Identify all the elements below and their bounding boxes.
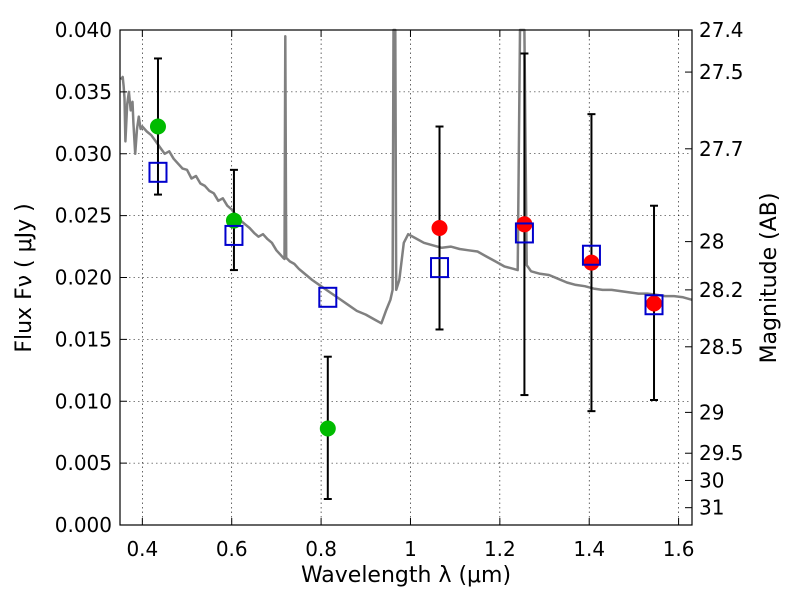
y-tick-label: 0.000 xyxy=(55,513,112,537)
data-point xyxy=(319,420,336,437)
y-tick-label: 0.040 xyxy=(55,18,112,42)
y2-tick-label: 28 xyxy=(699,230,724,254)
x-axis-title: Wavelength λ (μm) xyxy=(301,563,511,588)
y-tick-label: 0.005 xyxy=(55,451,112,475)
y-tick-label: 0.020 xyxy=(55,266,112,290)
y2-tick-label: 30 xyxy=(699,468,724,492)
y2-tick-label: 28.2 xyxy=(699,278,744,302)
x-tick-label: 0.6 xyxy=(216,537,248,561)
y-axis-title: Flux Fν ( μJy ) xyxy=(12,203,37,352)
data-point xyxy=(149,118,166,135)
model-flux-square xyxy=(148,161,168,183)
model-flux-square xyxy=(318,286,338,308)
x-tick-label: 1.4 xyxy=(573,537,605,561)
x-tick-label: 1.6 xyxy=(663,537,695,561)
y2-tick-label: 27.4 xyxy=(699,18,744,42)
y-tick-label: 0.030 xyxy=(55,142,112,166)
y-tick-label: 0.025 xyxy=(55,204,112,228)
y-tick-label: 0.010 xyxy=(55,389,112,413)
tick-layer xyxy=(120,29,692,526)
data-point xyxy=(646,295,663,312)
y2-tick-label: 28.5 xyxy=(699,335,744,359)
marker-layer xyxy=(148,118,664,437)
y2-tick-label: 29.5 xyxy=(699,441,744,465)
x-tick-label: 1 xyxy=(404,537,417,561)
data-point xyxy=(583,254,600,271)
y2-tick-label: 27.7 xyxy=(699,137,744,161)
y-tick-label: 0.015 xyxy=(55,327,112,351)
label-layer: 0.4 0.6 0.8 1 1.2 1.4 1.6 0.000 0.005 0.010 0.015 0… xyxy=(55,18,744,561)
model-flux-square xyxy=(430,257,450,279)
x-tick-label: 0.4 xyxy=(126,537,158,561)
model-flux-square xyxy=(581,244,601,266)
data-point xyxy=(225,212,242,229)
data-point xyxy=(431,220,448,236)
y2-tick-label: 31 xyxy=(699,496,724,520)
y2-tick-label: 29 xyxy=(699,400,724,424)
grid-layer xyxy=(120,30,692,525)
x-tick-label: 1.2 xyxy=(484,537,516,561)
model-flux-square xyxy=(224,224,244,246)
y-tick-label: 0.035 xyxy=(55,80,112,104)
x-tick-label: 0.8 xyxy=(305,537,337,561)
y2-tick-label: 27.5 xyxy=(699,60,744,84)
y2-axis-title: Magnitude (AB) xyxy=(757,193,782,364)
model-flux-square xyxy=(644,294,664,316)
model-flux-square xyxy=(514,222,534,244)
